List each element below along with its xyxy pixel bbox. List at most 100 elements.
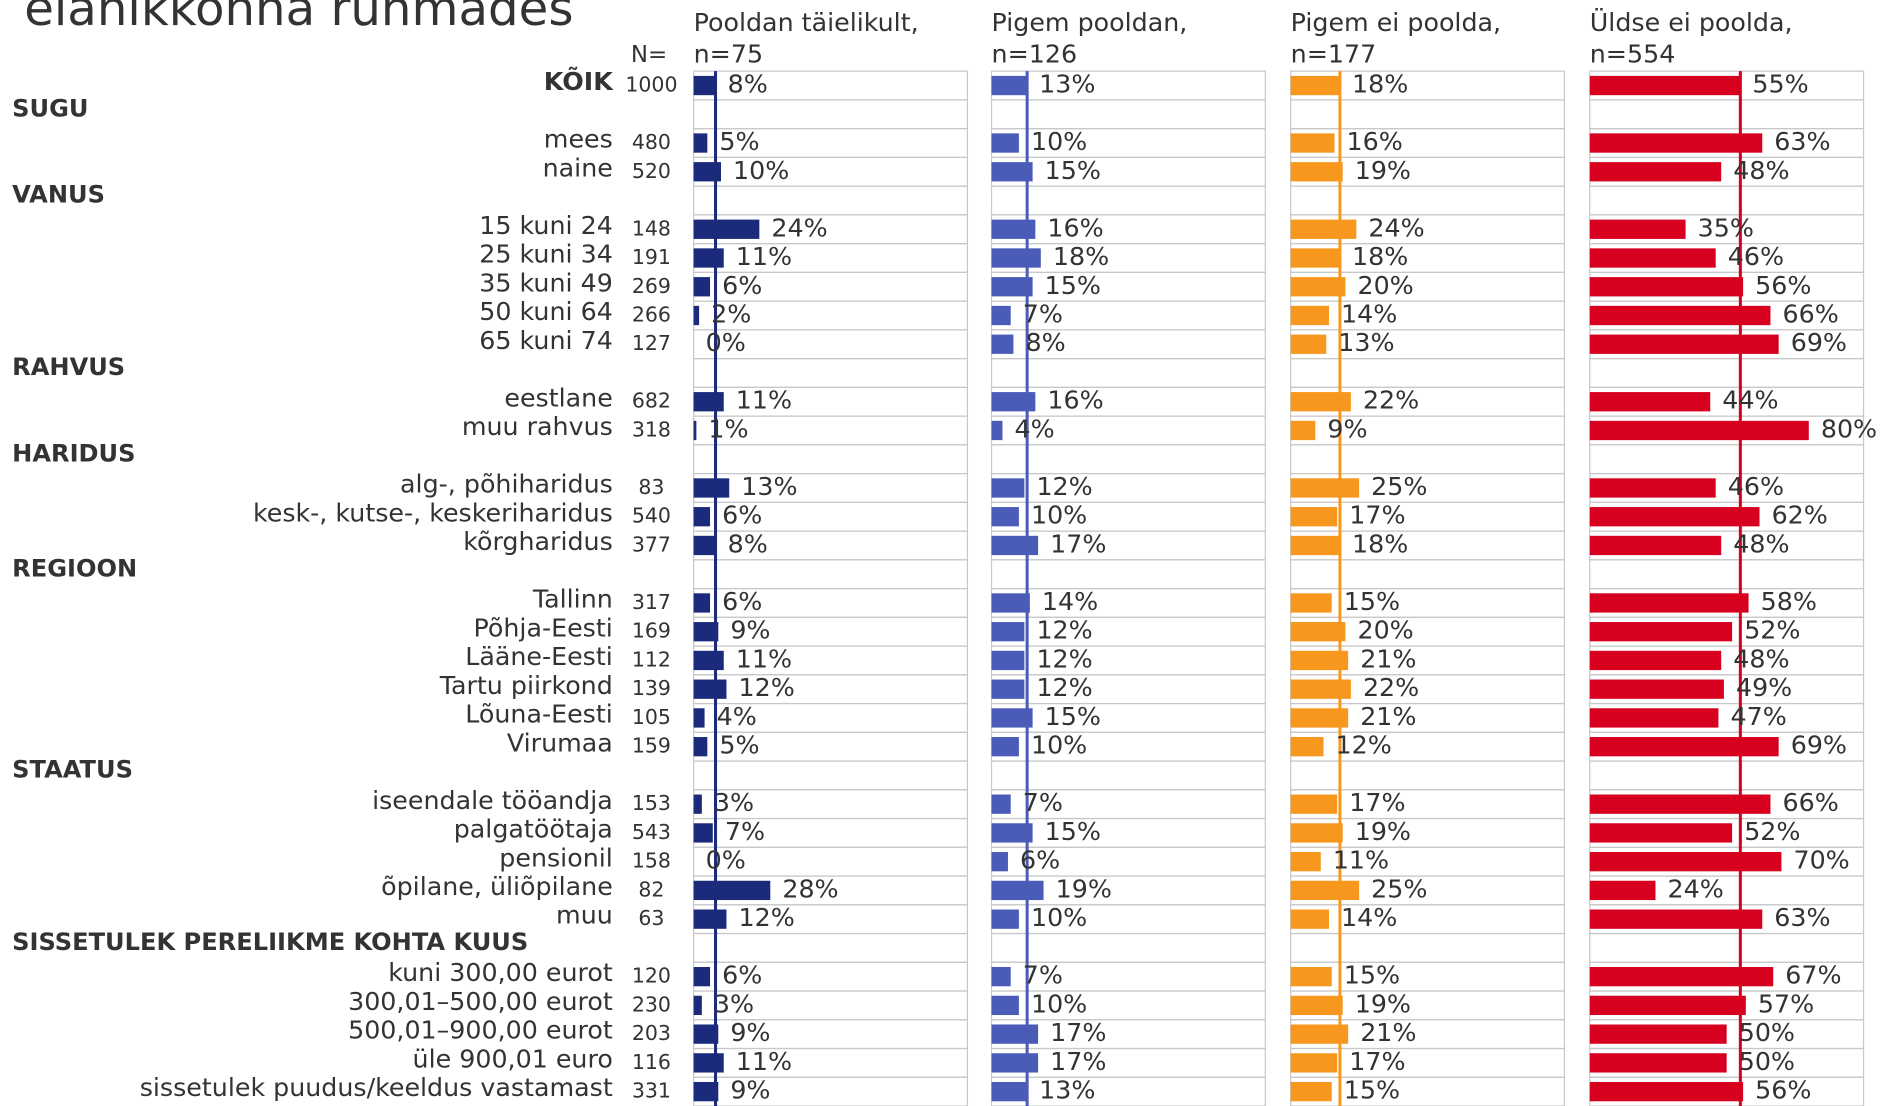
row-cell bbox=[1290, 329, 1566, 360]
chart-title: elanikkonna rühmades bbox=[24, 0, 573, 37]
value-label: 19% bbox=[1355, 816, 1411, 846]
bar bbox=[1589, 392, 1711, 412]
value-label: 18% bbox=[1352, 241, 1408, 271]
value-label: 15% bbox=[1045, 270, 1101, 300]
value-label: 57% bbox=[1758, 988, 1814, 1018]
series-subtitle: n=75 bbox=[694, 38, 763, 68]
value-label: 44% bbox=[1722, 385, 1778, 415]
category-label: 50 kuni 64 bbox=[479, 296, 613, 326]
n-header: N= bbox=[631, 42, 667, 68]
row-cell bbox=[693, 472, 969, 503]
category-label: Virumaa bbox=[507, 727, 613, 757]
bar bbox=[693, 392, 724, 412]
value-label: 69% bbox=[1791, 327, 1847, 357]
value-label: 55% bbox=[1752, 69, 1808, 99]
bar bbox=[1290, 909, 1329, 929]
bar bbox=[1589, 277, 1744, 297]
bar bbox=[991, 162, 1033, 182]
bar bbox=[991, 334, 1014, 354]
category-label: 15 kuni 24 bbox=[479, 210, 613, 240]
bar bbox=[1290, 852, 1321, 872]
bar bbox=[1589, 995, 1746, 1016]
group-header: SUGU bbox=[12, 94, 88, 122]
bar bbox=[1290, 1024, 1349, 1044]
n-value: 377 bbox=[632, 532, 671, 556]
category-label: alg-, põhiharidus bbox=[400, 469, 613, 499]
category-label: mees bbox=[544, 124, 613, 154]
bar bbox=[1290, 679, 1351, 699]
bar bbox=[1290, 420, 1316, 441]
bar bbox=[991, 995, 1019, 1016]
n-value: 230 bbox=[632, 992, 671, 1016]
bar bbox=[991, 650, 1025, 671]
value-label: 17% bbox=[1349, 1046, 1405, 1076]
bar bbox=[1589, 305, 1771, 326]
value-label: 19% bbox=[1056, 873, 1112, 903]
value-label: 50% bbox=[1739, 1017, 1795, 1047]
value-label: 18% bbox=[1352, 528, 1408, 558]
value-label: 62% bbox=[1772, 500, 1828, 530]
value-label: 9% bbox=[730, 615, 770, 645]
value-label: 15% bbox=[1344, 960, 1400, 990]
group-header: STAATUS bbox=[12, 756, 133, 784]
value-label: 6% bbox=[722, 586, 762, 616]
series-name: Üldse ei poolda, bbox=[1590, 7, 1793, 37]
value-label: 50% bbox=[1739, 1046, 1795, 1076]
value-label: 6% bbox=[722, 500, 762, 530]
value-label: 12% bbox=[1036, 672, 1092, 702]
category-label: kuni 300,00 eurot bbox=[388, 957, 613, 987]
bar bbox=[1290, 737, 1324, 757]
n-value: 318 bbox=[632, 417, 671, 441]
value-label: 20% bbox=[1357, 615, 1413, 645]
bar bbox=[693, 248, 724, 268]
bar bbox=[1589, 593, 1749, 613]
value-label: 67% bbox=[1785, 960, 1841, 990]
bar bbox=[1290, 1053, 1338, 1073]
bar bbox=[1589, 880, 1656, 901]
bar bbox=[1290, 995, 1343, 1016]
category-label: 500,01–900,00 eurot bbox=[348, 1015, 613, 1045]
row-cell bbox=[693, 932, 969, 963]
value-label: 9% bbox=[730, 1017, 770, 1047]
value-label: 10% bbox=[1031, 730, 1087, 760]
bar bbox=[1290, 305, 1329, 326]
value-label: 1% bbox=[708, 413, 748, 443]
category-label: palgatöötaja bbox=[454, 814, 613, 844]
bar bbox=[693, 1081, 719, 1102]
row-cell bbox=[1589, 444, 1865, 475]
n-value: 1000 bbox=[625, 73, 677, 97]
bar bbox=[1589, 162, 1722, 182]
bar bbox=[693, 535, 716, 556]
row-cell bbox=[990, 472, 1266, 503]
bar bbox=[1589, 1053, 1727, 1073]
n-value: 120 bbox=[632, 964, 671, 988]
bar bbox=[1290, 248, 1340, 268]
value-label: 52% bbox=[1744, 816, 1800, 846]
bar bbox=[1589, 535, 1722, 556]
value-label: 9% bbox=[730, 1075, 770, 1105]
value-label: 13% bbox=[1039, 69, 1095, 99]
n-value: 153 bbox=[632, 791, 671, 815]
value-label: 63% bbox=[1774, 126, 1830, 156]
bar bbox=[991, 1053, 1039, 1073]
bar bbox=[1589, 794, 1771, 814]
bar bbox=[991, 593, 1030, 613]
category-label: eestlane bbox=[504, 382, 612, 412]
row-cell bbox=[693, 185, 969, 216]
row-cell bbox=[1589, 932, 1865, 963]
category-label: Lõuna-Eesti bbox=[465, 699, 613, 729]
bar bbox=[1290, 277, 1346, 297]
category-label: naine bbox=[543, 152, 613, 182]
row-cell bbox=[1589, 760, 1865, 791]
bar bbox=[991, 392, 1036, 412]
bar bbox=[991, 305, 1011, 326]
category-label: õpilane, üliõpilane bbox=[381, 871, 613, 901]
value-label: 24% bbox=[771, 212, 827, 242]
value-label: 16% bbox=[1047, 385, 1103, 415]
value-label: 25% bbox=[1371, 471, 1427, 501]
bar bbox=[1290, 966, 1332, 987]
category-label: 300,01–500,00 eurot bbox=[348, 986, 613, 1016]
row-cell bbox=[1589, 358, 1865, 388]
bar bbox=[693, 679, 727, 699]
value-label: 11% bbox=[1333, 845, 1389, 875]
